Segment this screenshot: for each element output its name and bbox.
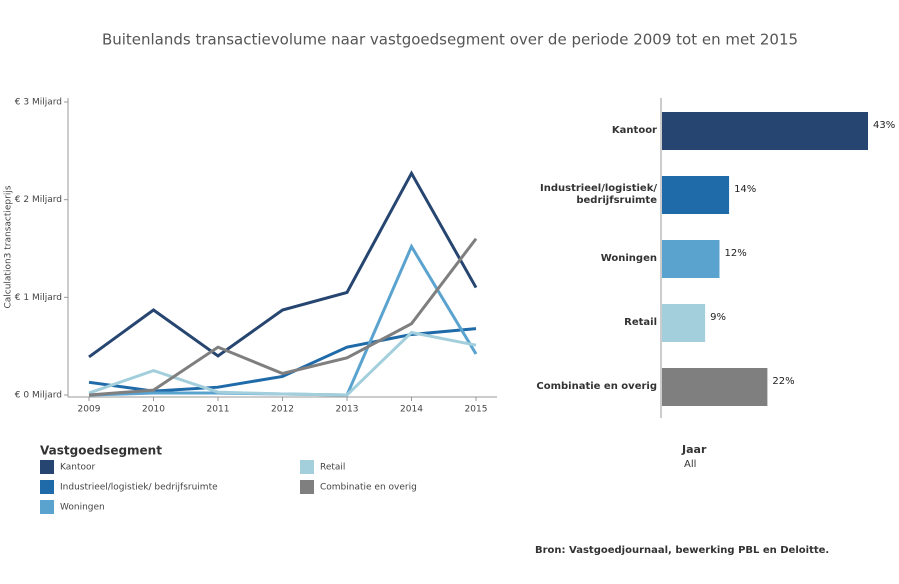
legend-swatch xyxy=(300,480,314,494)
x-tick-label: 2013 xyxy=(336,405,359,415)
x-tick-label: 2009 xyxy=(78,405,101,415)
series-line xyxy=(88,330,477,397)
value-label: 12% xyxy=(724,248,746,259)
series-line xyxy=(88,327,477,393)
bar xyxy=(662,368,768,406)
bar xyxy=(662,176,730,214)
y-tick-label: € 1 Miljard xyxy=(15,293,62,303)
value-label: 22% xyxy=(772,376,794,387)
legend-label[interactable]: Industrieel/logistiek/ bedrijfsruimte xyxy=(60,483,218,493)
series-line xyxy=(88,170,478,359)
filter-label: Jaar xyxy=(681,443,707,456)
bar-category-label: Retail xyxy=(624,317,657,328)
x-tick-label: 2011 xyxy=(207,405,230,415)
source: Bron: Vastgoedjournaal, bewerking PBL en… xyxy=(535,545,829,556)
series-line xyxy=(88,237,478,397)
bar xyxy=(662,304,706,342)
y-axis-label: Calculation3 transactieprijs xyxy=(4,185,14,308)
bar-category-label: Woningen xyxy=(600,253,657,264)
bar-category-label: Combinatie en overig xyxy=(536,381,657,392)
filter-value[interactable]: All xyxy=(684,459,696,470)
value-label: 14% xyxy=(734,184,756,195)
legend-swatch xyxy=(300,460,314,474)
y-tick-label: € 2 Miljard xyxy=(15,195,62,205)
legend-swatch xyxy=(40,500,54,514)
bar-category-label: Kantoor xyxy=(611,125,657,136)
legend-label[interactable]: Combinatie en overig xyxy=(320,483,417,493)
legend-label[interactable]: Woningen xyxy=(60,503,105,513)
value-label: 9% xyxy=(710,312,726,323)
x-tick-label: 2012 xyxy=(271,405,294,415)
y-tick-label: € 3 Miljard xyxy=(15,98,62,108)
legend-title: Vastgoedsegment xyxy=(40,444,162,458)
x-tick-label: 2015 xyxy=(465,405,488,415)
title: Buitenlands transactievolume naar vastgo… xyxy=(102,31,798,49)
legend-swatch xyxy=(40,480,54,494)
legend-label[interactable]: Retail xyxy=(320,463,345,473)
x-tick-label: 2014 xyxy=(400,405,423,415)
value-label: 43% xyxy=(873,120,895,131)
bar-category-label: Industrieel/logistiek/ bedrijfsruimte xyxy=(540,183,657,206)
y-tick-label: € 0 Miljard xyxy=(15,391,62,401)
legend-swatch xyxy=(40,460,54,474)
bar xyxy=(662,240,720,278)
legend-label[interactable]: Kantoor xyxy=(60,463,96,473)
x-tick-label: 2010 xyxy=(142,405,165,415)
bar xyxy=(662,112,868,150)
